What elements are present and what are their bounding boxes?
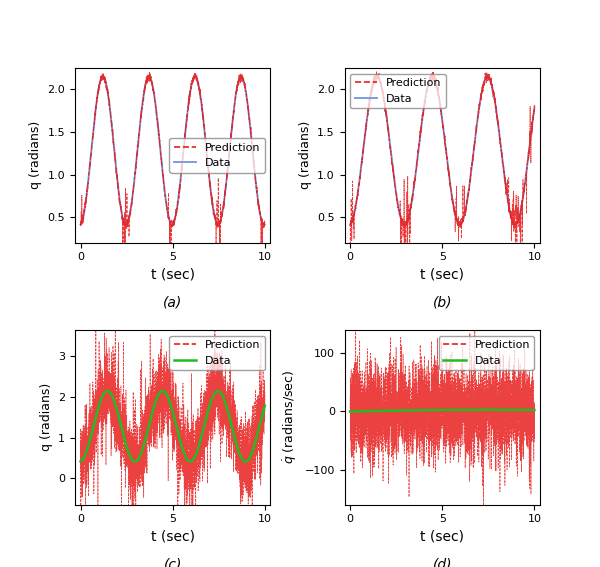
X-axis label: t (sec): t (sec) xyxy=(151,268,194,282)
Y-axis label: q (radians): q (radians) xyxy=(40,383,53,451)
X-axis label: t (sec): t (sec) xyxy=(421,530,464,544)
Text: (b): (b) xyxy=(433,295,452,309)
Legend: Prediction, Data: Prediction, Data xyxy=(169,336,265,370)
Legend: Prediction, Data: Prediction, Data xyxy=(350,74,446,108)
Y-axis label: q (radians): q (radians) xyxy=(29,121,42,189)
X-axis label: t (sec): t (sec) xyxy=(421,268,464,282)
Y-axis label: $\dot{q}$ (radians/sec): $\dot{q}$ (radians/sec) xyxy=(281,370,299,464)
Text: (d): (d) xyxy=(433,557,452,567)
Legend: Prediction, Data: Prediction, Data xyxy=(169,138,265,172)
Y-axis label: q (radians): q (radians) xyxy=(299,121,311,189)
Text: (c): (c) xyxy=(164,557,182,567)
X-axis label: t (sec): t (sec) xyxy=(151,530,194,544)
Text: (a): (a) xyxy=(163,295,182,309)
Legend: Prediction, Data: Prediction, Data xyxy=(439,336,535,370)
